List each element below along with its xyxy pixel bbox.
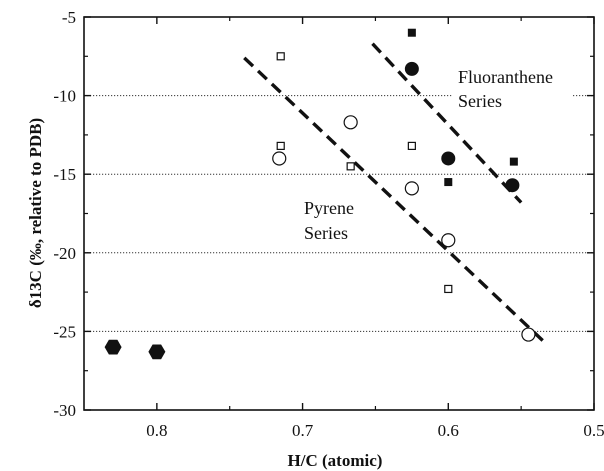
y-tick-label: -15 [53,165,76,184]
y-tick-label: -30 [53,401,76,420]
open-circle-point [441,233,456,248]
x-tick-labels: 0.8 0.7 0.6 0.5 [146,421,604,440]
x-tick-label: 0.6 [438,421,459,440]
trend-line [371,42,523,204]
trend-line [243,56,545,343]
open-circle-point [343,115,358,130]
annotation-pyrene-line-2: Series [304,223,348,243]
annotation-fluoranthene-background [452,64,572,114]
filled-hexagon-point [104,339,122,355]
y-tick-label: -20 [53,244,76,263]
open-square-point [276,52,285,61]
annotation-fluoranthene-line-1: Fluoranthene [458,67,553,87]
open-square-point [407,141,416,151]
x-tick-label: 0.8 [146,421,167,440]
x-tick-label: 0.5 [583,421,604,440]
open-circle-point [521,327,536,342]
annotation-pyrene-background [300,194,372,246]
plot-frame [83,16,595,411]
x-axis-title: H/C (atomic) [288,451,383,470]
y-axis-title: δ13C (‰, relative to PDB) [26,118,45,308]
data-points [104,28,536,360]
filled-square-point [444,178,453,187]
open-circle-point [404,181,419,196]
filled-circle-point [404,61,419,76]
filled-circle-point [441,151,456,166]
open-circle-point [272,151,287,166]
x-tick-label: 0.7 [292,421,314,440]
open-square-point [276,141,285,151]
annotation-pyrene-line-1: Pyrene [304,198,354,218]
filled-hexagon-point [148,344,166,360]
filled-square-point [407,28,416,37]
filled-circle-point [505,178,520,193]
open-square-point [346,162,355,171]
annotation-fluoranthene-line-2: Series [458,91,502,111]
annotation-fluoranthene: Fluoranthene Series [452,64,572,114]
grid-lines [84,95,594,332]
y-tick-label: -25 [53,322,76,341]
annotation-pyrene: Pyrene Series [300,194,372,246]
y-tick-labels: -5 -10 -15 -20 -25 -30 [53,8,76,420]
y-tick-label: -10 [53,87,76,106]
trend-lines [243,42,545,343]
open-square-point [444,284,453,294]
y-tick-label: -5 [62,8,76,27]
filled-square-point [509,157,518,166]
